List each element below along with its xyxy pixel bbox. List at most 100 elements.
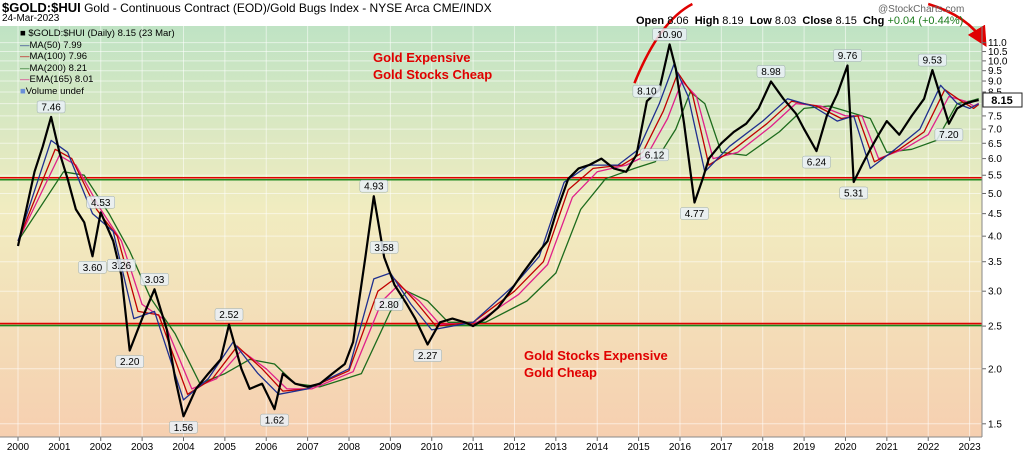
legend: ■ $GOLD:$HUI (Daily) 8.15 (23 Mar) —MA(5… [20, 28, 175, 97]
point-label-box-10 [369, 241, 399, 254]
x-tick-label-13: 2013 [545, 442, 568, 453]
y-tick-label-1: 2.0 [988, 364, 1002, 375]
point-label-text-4: 2.20 [120, 357, 140, 368]
point-label-14: 8.10 [632, 84, 662, 98]
point-label-box-19 [833, 49, 862, 62]
y-tick-label-11: 7.0 [988, 125, 1002, 136]
legend-main: ■ $GOLD:$HUI (Daily) 8.15 (23 Mar) [20, 28, 175, 39]
x-tick-label-5: 2005 [214, 442, 237, 453]
point-label-text-19: 9.76 [838, 51, 858, 62]
point-label-text-8: 1.62 [265, 416, 285, 427]
point-label-text-18: 6.24 [807, 158, 827, 169]
y-tick-label-16: 9.5 [988, 66, 1002, 77]
point-label-text-0: 7.46 [41, 102, 61, 113]
close-value: 8.15 [835, 15, 857, 27]
point-label-text-11: 2.80 [379, 300, 399, 311]
open-label: Open [636, 15, 665, 27]
x-tick-label-16: 2016 [669, 442, 692, 453]
point-label-text-3: 3.26 [112, 261, 132, 272]
x-tick-label-18: 2018 [752, 442, 775, 453]
x-axis-ticks: 2000 2001 2002 2003 2004 2005 2006 2007 2008 2009… [7, 437, 981, 453]
point-label-20: 5.31 [839, 186, 868, 200]
point-label-4: 2.20 [115, 355, 144, 368]
annotation-top-line-1: Gold Expensive [373, 50, 471, 65]
point-label-box-2 [86, 196, 115, 209]
x-tick-label-21: 2021 [876, 442, 899, 453]
quote-bar: Open 8.06 High 8.19 Low 8.03 Close 8.15 … [636, 15, 963, 27]
point-label-12: 2.27 [413, 349, 442, 362]
point-label-box-3 [107, 259, 136, 272]
y-tick-label-15: 9.0 [988, 77, 1002, 88]
legend-ma200: —MA(200) 8.21 [20, 62, 88, 74]
point-label-7: 2.52 [214, 308, 244, 321]
point-label-6: 1.56 [169, 421, 198, 434]
point-label-0: 7.46 [36, 100, 66, 113]
x-tick-label-9: 2009 [379, 442, 402, 453]
x-tick-label-8: 2008 [338, 442, 361, 453]
point-label-8: 1.62 [260, 413, 289, 427]
series-line-ma50 [17, 64, 979, 401]
x-tick-label-20: 2020 [834, 442, 857, 453]
legend-ma100: —MA(100) 7.96 [20, 51, 88, 62]
chart-header: $GOLD:$HUI Gold - Continuous Contract (E… [2, 0, 492, 15]
y-tick-label-2: 2.5 [988, 322, 1002, 333]
point-label-box-8 [260, 413, 289, 427]
y-tick-label-5: 4.0 [988, 232, 1002, 243]
high-value: 8.19 [722, 15, 744, 27]
point-label-text-6: 1.56 [174, 423, 194, 434]
point-label-21: 9.53 [918, 53, 947, 67]
annotation-bottom: Gold Stocks Expensive Gold Cheap [524, 347, 668, 381]
point-label-5: 3.03 [140, 273, 169, 286]
y-tick-label-6: 4.5 [988, 209, 1002, 220]
point-label-box-4 [115, 355, 144, 368]
point-label-box-21 [918, 53, 947, 67]
point-label-text-12: 2.27 [418, 351, 438, 362]
point-label-box-16 [680, 207, 709, 220]
x-tick-label-19: 2019 [793, 442, 816, 453]
point-label-16: 4.77 [680, 207, 709, 220]
point-label-box-6 [169, 421, 198, 434]
point-label-9: 4.93 [359, 179, 389, 193]
legend-ema165: —EMA(165) 8.01 [20, 74, 94, 85]
point-label-text-16: 4.77 [685, 209, 705, 220]
exchange-label: CME/INDX [432, 1, 492, 15]
x-tick-label-14: 2014 [586, 442, 609, 453]
y-tick-label-9: 6.0 [988, 154, 1002, 165]
point-label-box-12 [413, 349, 442, 362]
point-label-text-2: 4.53 [91, 198, 111, 209]
chg-label: Chg [862, 15, 885, 27]
x-tick-label-23: 2023 [958, 442, 981, 453]
annotation-bottom-line-2: Gold Cheap [524, 365, 597, 380]
horizontal-lines [0, 176, 982, 327]
x-tick-label-0: 2000 [7, 442, 30, 453]
point-label-box-13 [640, 148, 669, 162]
y-tick-label-8: 5.5 [988, 171, 1002, 182]
point-label-text-14: 8.10 [637, 87, 657, 98]
point-label-text-13: 6.12 [645, 150, 665, 161]
point-label-3: 3.26 [107, 259, 136, 272]
y-tick-label-0: 1.5 [988, 419, 1002, 430]
y-tick-label-19: 11.0 [988, 38, 1007, 49]
series-line-price [16, 43, 979, 418]
x-tick-label-17: 2017 [710, 442, 733, 453]
y-tick-label-3: 3.0 [988, 287, 1002, 298]
point-label-box-18 [802, 155, 831, 169]
x-tick-label-3: 2003 [131, 442, 154, 453]
last-value-box [982, 92, 1023, 108]
x-tick-label-12: 2012 [503, 442, 526, 453]
low-label: Low [749, 15, 772, 27]
series-line-ema165 [17, 80, 980, 390]
annotation-bottom-line-1: Gold Stocks Expensive [524, 348, 668, 363]
point-label-18: 6.24 [802, 155, 831, 169]
y-tick-label-10: 6.5 [988, 139, 1002, 150]
x-tick-label-6: 2006 [255, 442, 278, 453]
trend-arrow-1 [927, 2, 987, 47]
low-value: 8.03 [774, 15, 797, 27]
point-label-box-20 [839, 186, 868, 200]
y-tick-label-4: 3.5 [988, 257, 1002, 268]
legend-ma50: —MA(50) 7.99 [20, 39, 82, 51]
point-label-text-10: 3.58 [374, 243, 394, 254]
y-tick-label-17: 10.0 [988, 56, 1008, 67]
annotation-top-line-2: Gold Stocks Cheap [373, 67, 493, 82]
